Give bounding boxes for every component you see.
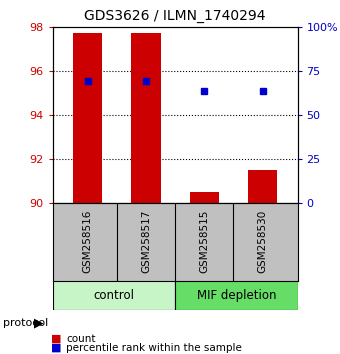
Bar (190, 192, 219, 202)
Text: control: control (94, 289, 134, 302)
Text: protocol: protocol (3, 318, 49, 328)
Bar (53, 281, 175, 310)
Text: ▶: ▶ (34, 316, 44, 329)
Text: percentile rank within the sample: percentile rank within the sample (66, 343, 242, 353)
Text: count: count (66, 334, 96, 344)
Bar (131, 33, 160, 202)
Text: ■: ■ (51, 343, 61, 353)
Text: GSM258530: GSM258530 (257, 210, 268, 273)
Text: GSM258516: GSM258516 (83, 210, 93, 273)
Bar (175, 281, 298, 310)
Bar (73, 33, 102, 202)
Text: MIF depletion: MIF depletion (197, 289, 276, 302)
Text: ■: ■ (51, 334, 61, 344)
Text: GSM258517: GSM258517 (141, 210, 151, 273)
Title: GDS3626 / ILMN_1740294: GDS3626 / ILMN_1740294 (84, 9, 266, 23)
Bar (248, 170, 277, 202)
Text: GSM258515: GSM258515 (199, 210, 209, 273)
